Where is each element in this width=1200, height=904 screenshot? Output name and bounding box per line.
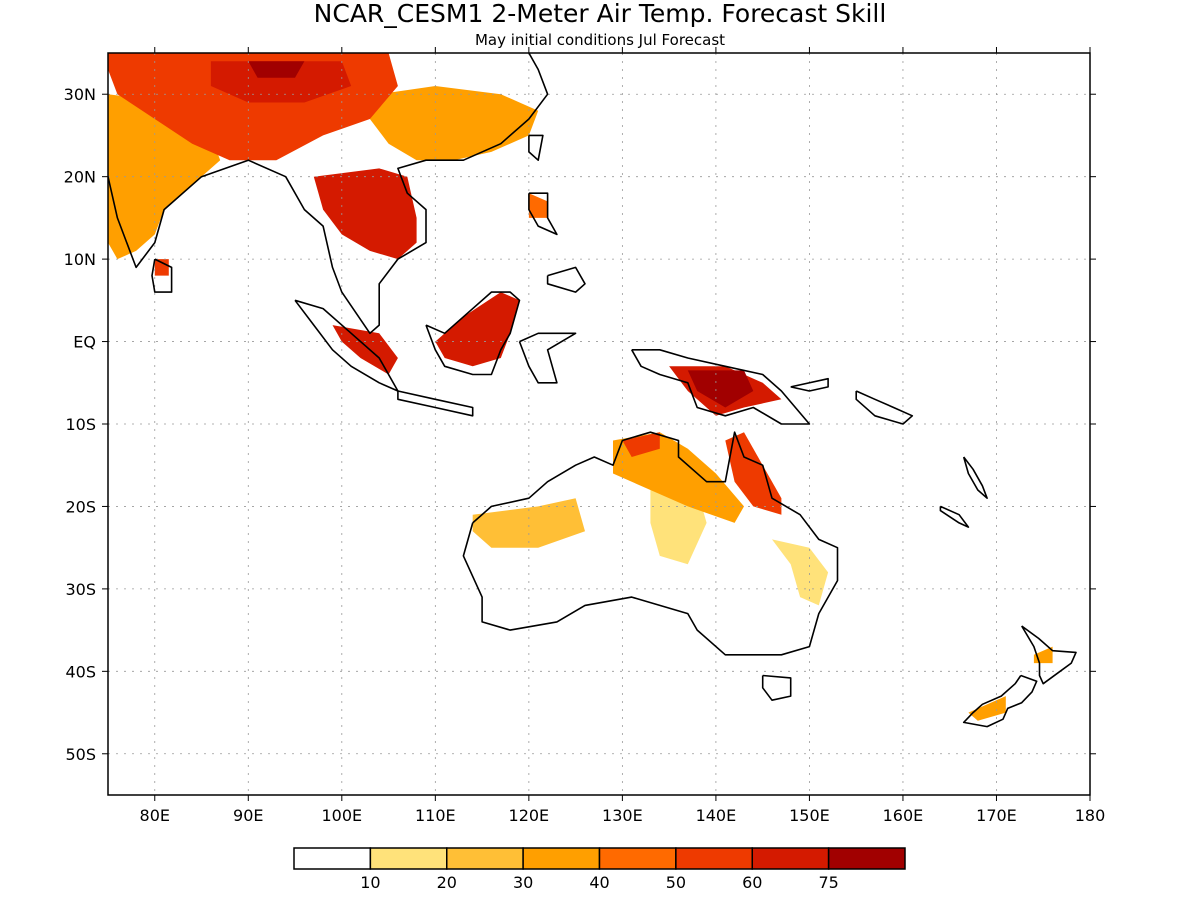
lat-tick-label: 20N bbox=[64, 168, 96, 187]
map-frame bbox=[107, 52, 1091, 796]
lon-tick-label: 90E bbox=[233, 806, 263, 825]
colorbar-label: 20 bbox=[437, 873, 457, 892]
skill-region-n-australia bbox=[613, 432, 744, 523]
lon-tick-label: 150E bbox=[789, 806, 830, 825]
lat-tick-label: 30N bbox=[64, 85, 96, 104]
coastline-vanuatu bbox=[962, 456, 988, 500]
lat-tick-label: EQ bbox=[73, 333, 96, 352]
colorbar-swatch bbox=[751, 847, 830, 870]
coastline-sumatra bbox=[294, 299, 399, 392]
coastline-sulawesi bbox=[518, 332, 577, 384]
coastline-solomons bbox=[855, 390, 914, 425]
skill-region-top-end bbox=[622, 432, 660, 457]
colorbar-label: 50 bbox=[666, 873, 686, 892]
lon-tick-label: 80E bbox=[140, 806, 170, 825]
coastline-philippines-mindanao bbox=[546, 266, 586, 293]
coastline-java bbox=[397, 390, 474, 417]
colorbar: 10 20 30 40 50 60 75 bbox=[293, 847, 906, 892]
skill-region-w-australia bbox=[472, 498, 585, 548]
lon-tick-label: 180 bbox=[1075, 806, 1106, 825]
skill-region-e-australia bbox=[772, 539, 829, 606]
coastline-philippines-luzon bbox=[528, 192, 558, 236]
skill-region-cape-york bbox=[725, 432, 782, 515]
lon-tick-label: 120E bbox=[509, 806, 550, 825]
colorbar-swatch bbox=[293, 847, 372, 870]
colorbar-swatch bbox=[369, 847, 448, 870]
colorbar-label: 10 bbox=[360, 873, 380, 892]
colorbar-label: 75 bbox=[818, 873, 838, 892]
skill-region-sri-lanka bbox=[154, 259, 169, 276]
coastline-taiwan bbox=[528, 134, 544, 161]
coastline-new-britain bbox=[790, 377, 829, 392]
skill-region-philippines bbox=[528, 193, 548, 218]
lon-tick-label: 140E bbox=[696, 806, 737, 825]
colorbar-swatch bbox=[446, 847, 524, 870]
skill-region-indochina bbox=[313, 168, 417, 260]
skill-shading-layer bbox=[108, 53, 1053, 721]
skill-region-c-australia bbox=[650, 490, 707, 565]
coastline-new-guinea bbox=[631, 348, 811, 425]
coastline-new-caledonia bbox=[939, 505, 970, 528]
coastline-nz-north-island bbox=[1021, 625, 1077, 685]
lat-tick-label: 20S bbox=[65, 497, 96, 516]
colorbar-swatch bbox=[522, 847, 601, 870]
coastline-layer bbox=[108, 53, 1077, 728]
coastline-tasmania bbox=[761, 674, 792, 702]
lon-tick-label: 170E bbox=[976, 806, 1017, 825]
lon-tick-label: 100E bbox=[321, 806, 362, 825]
skill-region-new-guinea-core bbox=[687, 370, 754, 408]
skill-region-borneo bbox=[435, 292, 520, 367]
map-subtitle: May initial conditions Jul Forecast bbox=[475, 31, 725, 49]
colorbar-swatch bbox=[827, 847, 906, 870]
skill-region-tibet-peak bbox=[248, 61, 305, 78]
lat-tick-label: 10N bbox=[64, 250, 96, 269]
graticule bbox=[108, 53, 1090, 795]
colorbar-swatch bbox=[598, 847, 677, 870]
lat-tick-label: 10S bbox=[65, 415, 96, 434]
coastline-nz-south-island bbox=[962, 674, 1038, 728]
lon-tick-label: 160E bbox=[883, 806, 924, 825]
coastline-sri-lanka bbox=[151, 258, 173, 293]
map-title: NCAR_CESM1 2-Meter Air Temp. Forecast Sk… bbox=[314, 0, 887, 28]
colorbar-label: 60 bbox=[742, 873, 762, 892]
lat-tick-label: 30S bbox=[65, 580, 96, 599]
coastline-asia-mainland bbox=[108, 53, 549, 335]
lon-tick-label: 110E bbox=[415, 806, 456, 825]
coastline-borneo bbox=[425, 291, 521, 376]
skill-region-tibet-core bbox=[210, 61, 352, 103]
coastline-australia bbox=[462, 431, 839, 656]
lon-tick-label: 130E bbox=[602, 806, 643, 825]
skill-region-s-china bbox=[369, 86, 539, 161]
lat-tick-label: 40S bbox=[65, 662, 96, 681]
lat-tick-label: 50S bbox=[65, 745, 96, 764]
colorbar-label: 40 bbox=[589, 873, 609, 892]
axis-ticks: 80E 90E 100E 110E 120E 130E 140E 150E 160E 170E 18… bbox=[64, 47, 1106, 825]
skill-region-s-new-zealand bbox=[968, 696, 1006, 721]
colorbar-label: 30 bbox=[513, 873, 533, 892]
skill-region-sumatra bbox=[332, 325, 398, 375]
colorbar-swatch bbox=[675, 847, 753, 870]
